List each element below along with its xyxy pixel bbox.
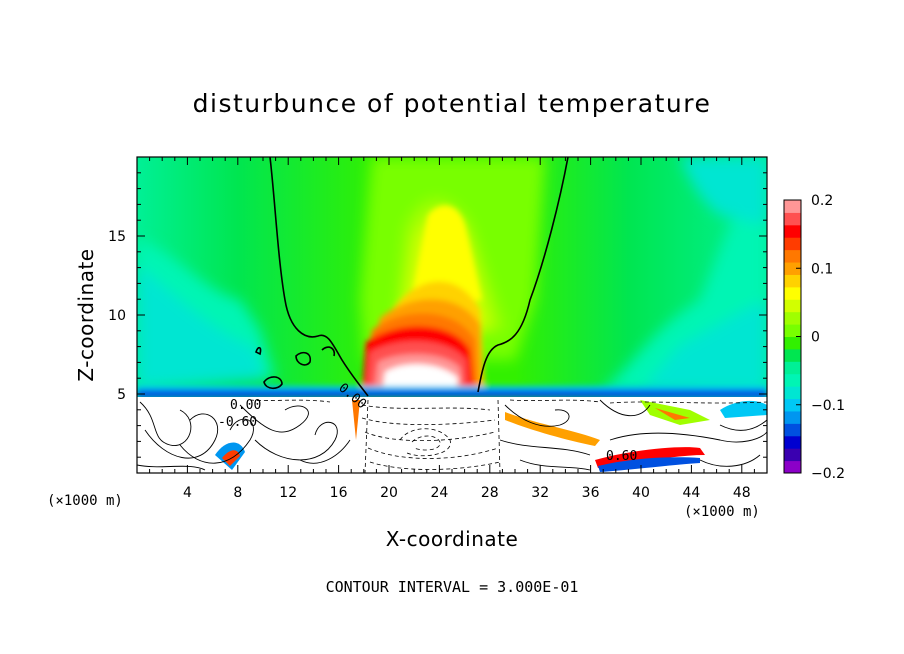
x-tick-label: 12 <box>279 485 297 501</box>
colorbar-segment <box>784 224 801 238</box>
colorbar-segment <box>784 460 801 474</box>
colorbar-segment <box>784 423 801 437</box>
colorbar-tick-label: −0.1 <box>811 398 845 414</box>
colorbar-segment <box>784 336 801 350</box>
z-tick-label: 10 <box>108 308 126 324</box>
x-tick-label: 16 <box>330 485 348 501</box>
colorbar-segment <box>784 398 801 412</box>
x-axis: 4 8 12 16 20 24 28 32 36 40 44 48 <box>136 157 768 501</box>
colorbar-tick-label: −0.2 <box>811 466 845 482</box>
z-tick-label: 15 <box>108 229 126 245</box>
x-axis-unit-left: (×1000 m) <box>47 493 123 509</box>
x-tick-label: 4 <box>183 485 192 501</box>
x-tick-label: 20 <box>380 485 398 501</box>
colorbar-segment <box>784 324 801 337</box>
colorbar-segment <box>784 274 801 288</box>
contour-interval-text: CONTOUR INTERVAL = 3.000E-01 <box>326 578 579 596</box>
colorbar-segment <box>784 299 801 313</box>
colorbar-segment <box>784 237 801 251</box>
x-axis-label: X-coordinate <box>386 527 519 551</box>
x-tick-label: 32 <box>531 485 549 501</box>
colorbar-segment <box>784 435 801 449</box>
colorbar-tick-label: 0 <box>811 330 820 346</box>
theta-field-lower <box>137 397 767 473</box>
colorbar-segment <box>784 373 801 387</box>
colorbar-segment <box>784 311 801 325</box>
x-tick-label: 24 <box>430 485 448 501</box>
x-tick-label: 44 <box>682 485 700 501</box>
contour-label-060: 0.60 <box>606 449 637 464</box>
chart-title: disturbunce of potential temperature <box>193 89 712 118</box>
x-tick-label: 28 <box>481 485 499 501</box>
colorbar-segment <box>784 200 801 213</box>
z-axis-unit-right: (×1000 m) <box>684 504 760 520</box>
colorbar-segment <box>784 249 801 263</box>
contour-label-zero-2: 0.00 <box>230 398 261 413</box>
z-tick-label: 5 <box>117 387 126 403</box>
colorbar-segment <box>784 212 801 226</box>
x-tick-label: 48 <box>733 485 751 501</box>
theta-field-upper <box>137 157 767 397</box>
y-axis-label: Z-coordinate <box>74 248 98 381</box>
colorbar: 0.2 0.1 0 −0.1 −0.2 <box>783 193 845 482</box>
x-tick-label: 36 <box>582 485 600 501</box>
x-tick-label: 40 <box>632 485 650 501</box>
zero-contour <box>255 157 569 397</box>
colorbar-segment <box>784 448 801 462</box>
colorbar-segment <box>784 348 801 362</box>
colorbar-segment <box>784 262 801 275</box>
colorbar-segment <box>784 386 801 400</box>
x-tick-label: 8 <box>233 485 242 501</box>
colorbar-segment <box>784 410 801 424</box>
colorbar-tick-label: 0.2 <box>811 193 833 209</box>
z-axis: 5 10 15 <box>108 156 767 474</box>
colorbar-segment <box>784 286 801 300</box>
colorbar-tick-label: 0.1 <box>811 261 833 277</box>
contour-label-neg-060: -0.60 <box>218 415 257 430</box>
colorbar-segment <box>784 361 801 375</box>
plot-area: 0.00 -0.60 0.00 0.60 <box>136 156 768 474</box>
